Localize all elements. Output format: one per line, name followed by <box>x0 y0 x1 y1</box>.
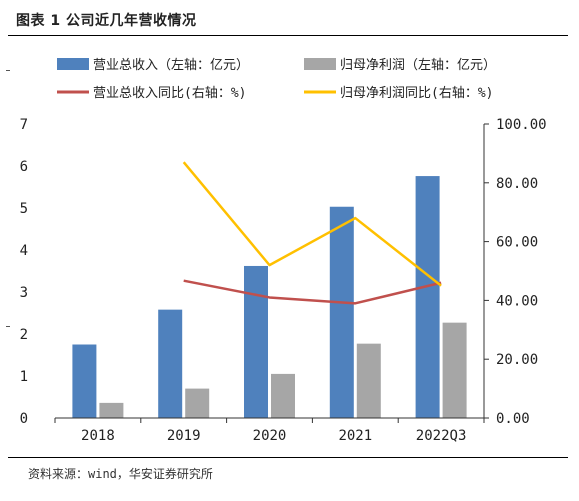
legend-swatch <box>304 58 336 70</box>
x-tick-label: 2018 <box>81 428 115 444</box>
bottom-rule <box>8 457 568 458</box>
x-tick-label: 2019 <box>167 428 201 444</box>
figure-title: 图表 1 公司近几年营收情况 <box>16 13 197 29</box>
right-tick-label: 40.00 <box>496 293 538 309</box>
right-tick-label: 100.00 <box>496 117 547 133</box>
profit-bar <box>442 322 467 418</box>
top-rule <box>8 35 568 36</box>
right-tick-label: 0.00 <box>496 411 530 427</box>
left-tick-label: 0 <box>20 411 28 427</box>
revenue-bar <box>244 265 268 418</box>
revenue-bar <box>329 206 354 418</box>
left-tick-label: 3 <box>20 285 28 301</box>
side-tick-mark <box>6 70 10 71</box>
legend-label: 归母净利润同比(右轴：%) <box>340 86 493 101</box>
left-tick-label: 1 <box>20 369 28 385</box>
x-tick-label: 2021 <box>338 428 372 444</box>
left-tick-label: 6 <box>20 159 28 175</box>
legend-label: 营业总收入（左轴：亿元） <box>93 58 249 73</box>
right-tick-label: 60.00 <box>496 235 538 251</box>
x-tick-label: 2022Q3 <box>416 428 467 444</box>
legend-label: 归母净利润（左轴：亿元） <box>340 58 496 73</box>
legend-swatch <box>57 58 89 70</box>
left-tick-label: 2 <box>20 327 28 343</box>
profit-bar <box>356 343 381 418</box>
right-tick-label: 20.00 <box>496 352 538 368</box>
revenue-bar <box>415 176 440 418</box>
left-tick-label: 4 <box>20 243 28 259</box>
line-layer <box>182 161 442 305</box>
combo-chart: 营业总收入（左轴：亿元） 归母净利润（左轴：亿元） 营业总收入同比(右轴：%) 归母净… <box>20 58 547 444</box>
chart-legend: 营业总收入（左轴：亿元） 归母净利润（左轴：亿元） 营业总收入同比(右轴：%) 归母净… <box>57 58 496 101</box>
profit-yoy-line <box>182 161 442 287</box>
profit-bar <box>99 402 124 418</box>
revenue-bar <box>158 309 183 418</box>
axes-layer: 0 1 2 3 4 5 6 7 0.00 20.00 40.00 60.00 80.00 100.00 20… <box>20 117 547 444</box>
right-tick-label: 80.00 <box>496 176 538 192</box>
profit-bar <box>185 388 210 418</box>
left-tick-label: 5 <box>20 201 28 217</box>
profit-bar <box>271 373 295 418</box>
bar-layer <box>72 176 467 418</box>
source-note: 资料来源：wind，华安证券研究所 <box>28 467 213 481</box>
side-tick-mark <box>6 326 10 327</box>
legend-label: 营业总收入同比(右轴：%) <box>93 86 246 101</box>
revenue-bar <box>72 344 97 418</box>
x-tick-label: 2020 <box>253 428 287 444</box>
left-tick-label: 7 <box>20 117 28 133</box>
revenue-yoy-line <box>183 279 442 305</box>
